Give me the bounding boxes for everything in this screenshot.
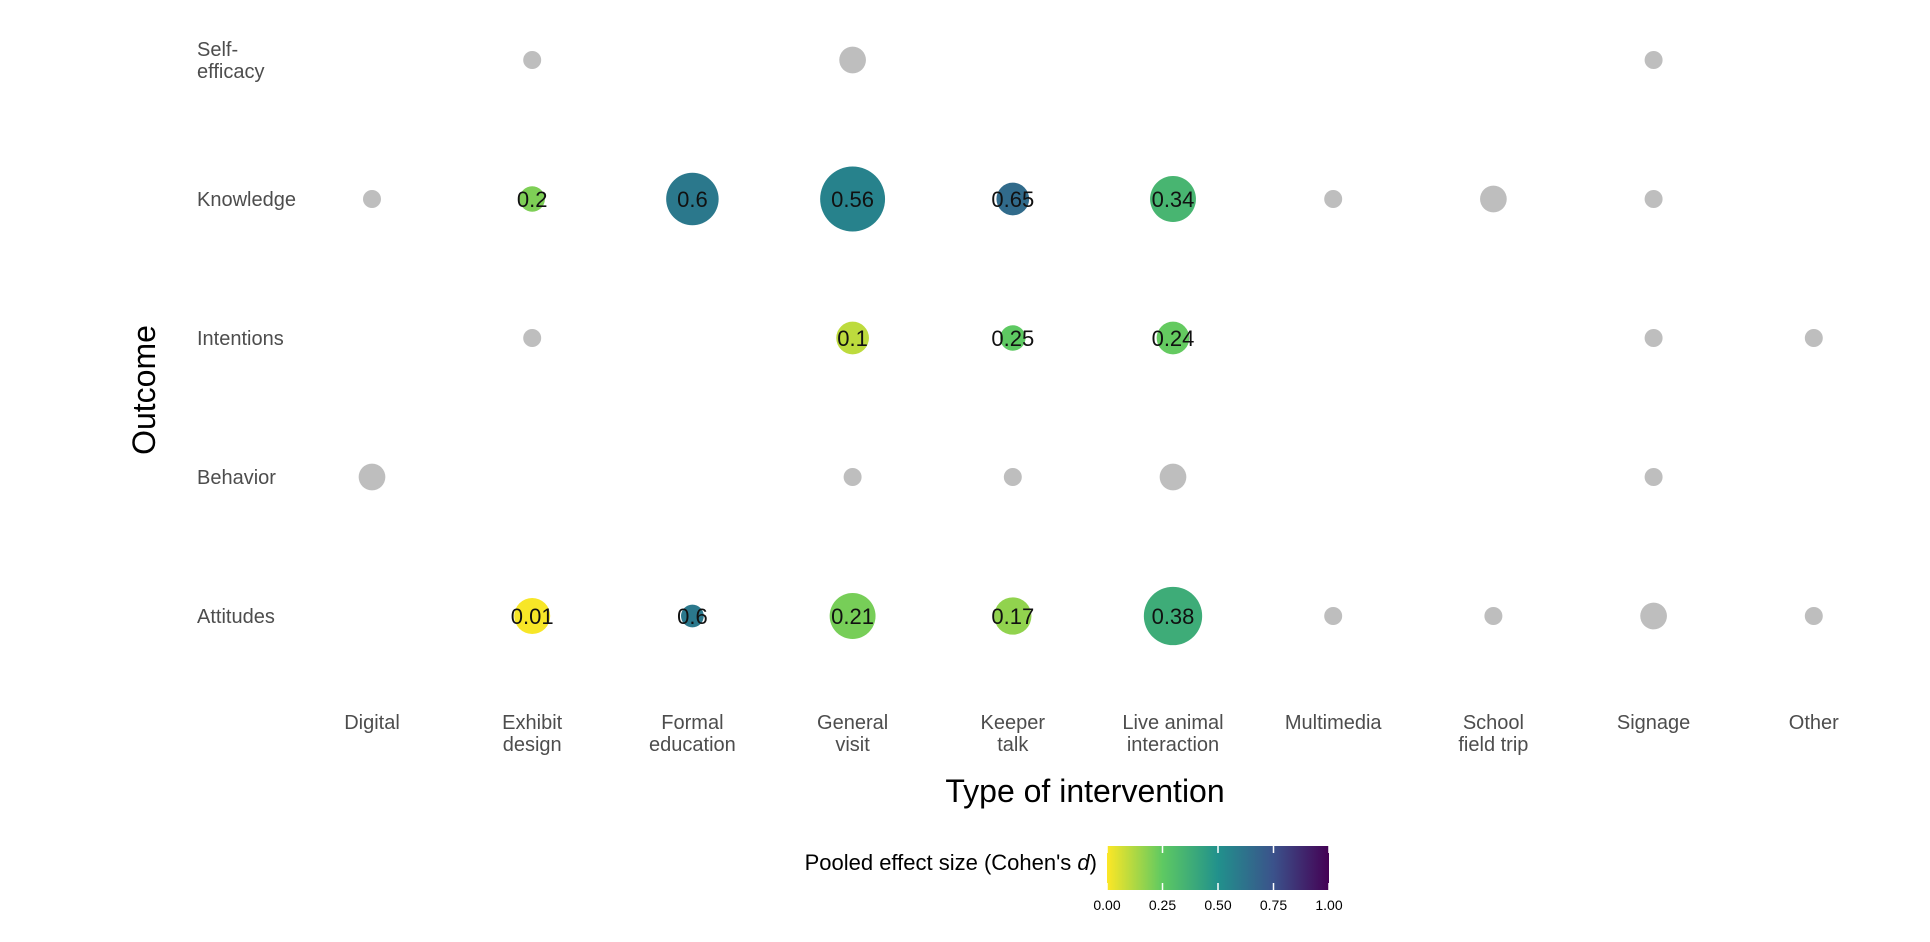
x-tick-label: Exhibit <box>502 712 562 734</box>
y-tick-label: Behavior <box>197 467 276 489</box>
colorbar <box>1107 846 1329 890</box>
colorbar-title: Pooled effect size (Cohen's d) <box>805 850 1097 875</box>
bubble <box>1156 321 1190 355</box>
y-tick-label: Self- <box>197 39 238 61</box>
bubble-no-effect <box>358 463 386 491</box>
bubble-label: 0.17 <box>991 604 1034 629</box>
y-tick-label: Attitudes <box>197 606 275 628</box>
x-tick-label: design <box>503 734 562 756</box>
colorbar-tick-label: 0.75 <box>1260 897 1287 913</box>
bubble-no-effect <box>1804 607 1823 625</box>
bubble-no-effect <box>1644 329 1663 347</box>
bubble-no-effect <box>839 46 866 74</box>
y-tick-label: efficacy <box>197 61 264 83</box>
bubble-no-effect <box>843 468 862 486</box>
bubble-no-effect <box>1159 463 1187 491</box>
bubble-label: 0.21 <box>831 604 874 629</box>
bubble-label: 0.65 <box>991 187 1034 212</box>
colorbar-title-end: ) <box>1090 850 1097 875</box>
bubble-no-effect <box>1640 602 1667 630</box>
bubble <box>1000 325 1026 351</box>
x-tick-label: School <box>1463 712 1524 734</box>
bubble <box>820 166 886 232</box>
bubble-no-effect <box>1804 329 1823 347</box>
bubble-label: 0.24 <box>1152 326 1195 351</box>
x-tick-label: interaction <box>1127 734 1219 756</box>
bubble-label: 0.1 <box>837 326 868 351</box>
bubbles-layer: 0.2 0.6 0.56 0.65 0.34 0.1 0.25 0.24 0.01 0.6 0.21… <box>358 46 1823 646</box>
colorbar-ticks: 0.00 0.25 0.50 0.75 1.00 <box>1093 846 1343 913</box>
bubble-no-effect <box>1324 607 1343 625</box>
bubble-label: 0.2 <box>517 187 548 212</box>
x-axis-title: Type of intervention <box>945 773 1224 809</box>
bubble-label: 0.01 <box>511 604 554 629</box>
colorbar-title-main: Pooled effect size (Cohen's <box>805 850 1078 875</box>
x-tick-label: Live animal <box>1122 712 1223 734</box>
x-tick-label: Formal <box>661 712 723 734</box>
bubble-label: 0.25 <box>991 326 1034 351</box>
x-tick-label: General <box>817 712 888 734</box>
bubble <box>994 597 1032 635</box>
bubble <box>666 172 719 226</box>
bubble-no-effect <box>523 329 542 347</box>
bubble-no-effect <box>363 190 381 208</box>
bubble <box>681 604 704 628</box>
x-tick-label: education <box>649 734 736 756</box>
colorbar-title-italic: d <box>1077 850 1090 875</box>
y-axis-title: Outcome <box>126 325 162 455</box>
x-tick-label: Multimedia <box>1285 712 1383 734</box>
bubble-no-effect <box>1644 468 1663 486</box>
bubble-no-effect <box>1484 607 1503 625</box>
x-tick-label: talk <box>997 734 1029 756</box>
bubble <box>1143 586 1203 646</box>
x-tick-label: field trip <box>1458 734 1528 756</box>
bubble-label: 0.56 <box>831 187 874 212</box>
bubble <box>829 593 876 639</box>
x-tick-label: Keeper <box>981 712 1046 734</box>
colorbar-legend: Pooled effect size (Cohen's d) 0.00 0.25 0… <box>805 846 1343 913</box>
colorbar-tick-label: 0.00 <box>1093 897 1120 913</box>
bubble <box>996 182 1030 216</box>
colorbar-tick-label: 0.50 <box>1204 897 1231 913</box>
bubble <box>519 186 545 212</box>
y-tick-label: Intentions <box>197 328 284 350</box>
bubble-no-effect <box>1644 51 1663 69</box>
bubble-label: 0.6 <box>677 604 708 629</box>
bubble <box>514 598 551 634</box>
x-tick-label: visit <box>835 734 870 756</box>
bubble-no-effect <box>1324 190 1343 208</box>
y-tick-label: Knowledge <box>197 189 296 211</box>
bubble-no-effect <box>1003 468 1022 486</box>
colorbar-tick-label: 0.25 <box>1149 897 1176 913</box>
x-tick-label: Signage <box>1617 712 1690 734</box>
bubble-label: 0.34 <box>1152 187 1195 212</box>
bubble-label: 0.6 <box>677 187 708 212</box>
bubble-no-effect <box>523 51 542 69</box>
x-tick-label: Other <box>1789 712 1839 734</box>
bubble-no-effect <box>1644 190 1663 208</box>
x-tick-label: Digital <box>344 712 400 734</box>
y-tick-labels: Self-efficacy Knowledge Intentions Behavior… <box>197 39 296 628</box>
bubble <box>1150 176 1196 222</box>
bubble <box>836 321 869 355</box>
colorbar-tick-label: 1.00 <box>1315 897 1342 913</box>
bubble-label: 0.38 <box>1152 604 1195 629</box>
bubble-no-effect <box>1480 185 1507 213</box>
